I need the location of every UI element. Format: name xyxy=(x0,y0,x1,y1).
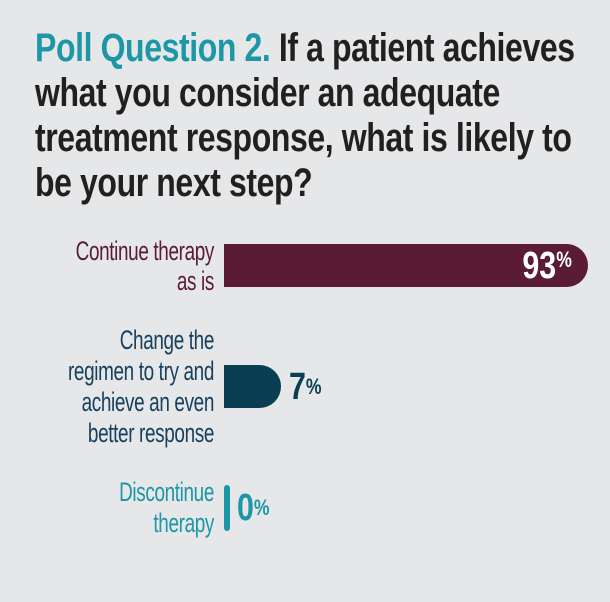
bar-value-continue-therapy: 93% xyxy=(522,244,572,287)
page-title: Poll Question 2. If a patient achieves w… xyxy=(35,26,579,206)
bar-value-change-regimen: 7% xyxy=(289,365,322,408)
percent-sign: % xyxy=(556,246,572,272)
bar-value-discontinue-therapy: 0% xyxy=(237,486,270,529)
bar-label-change-regimen: Change the regimen to try and achieve an… xyxy=(67,325,214,448)
percent-sign: % xyxy=(253,494,270,520)
bar-discontinue-therapy xyxy=(224,485,230,531)
bar-label-discontinue-therapy: Discontinue therapy xyxy=(119,477,214,538)
title-highlight: Poll Question 2. xyxy=(35,26,271,70)
bar-continue-therapy: 93% xyxy=(224,244,588,287)
bar-label-continue-therapy: Continue therapy as is xyxy=(75,236,215,296)
title-question: If a patient achieves what you consider … xyxy=(35,26,575,205)
bar-change-regimen xyxy=(224,365,281,408)
percent-sign: % xyxy=(305,373,322,399)
